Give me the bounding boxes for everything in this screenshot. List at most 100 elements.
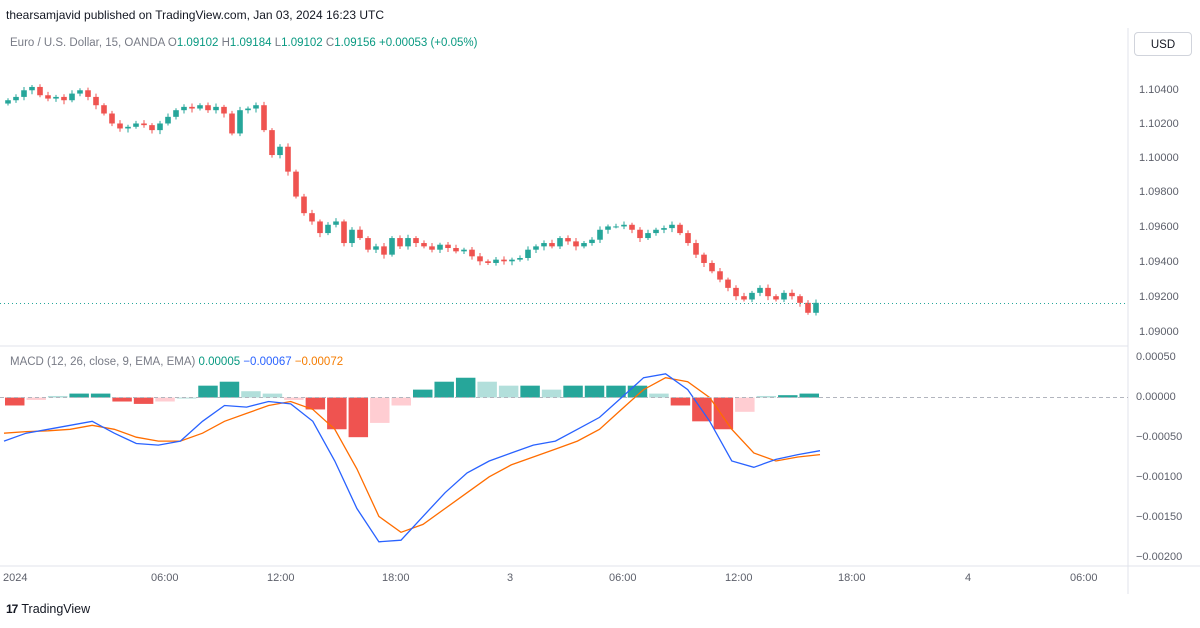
- candle-body: [749, 292, 755, 300]
- price-axis-label: 1.09800: [1139, 186, 1179, 198]
- candle-body: [205, 105, 211, 111]
- candle-body: [541, 243, 547, 247]
- candle-body: [77, 90, 83, 94]
- price-axis-label: 1.09600: [1139, 221, 1179, 233]
- candle-body: [581, 243, 587, 247]
- candle-body: [181, 106, 187, 111]
- currency-button[interactable]: USD: [1134, 32, 1192, 56]
- candle-body: [437, 244, 443, 250]
- candle-body: [701, 254, 707, 263]
- candle-body: [501, 259, 507, 262]
- time-axis-label: 12:00: [267, 572, 295, 584]
- publisher-text: thearsamjavid published on TradingView.c…: [6, 8, 385, 22]
- candle-body: [85, 90, 91, 97]
- candle-body: [237, 110, 243, 134]
- macd-histogram-bar: [563, 385, 583, 398]
- candle-body: [461, 249, 467, 252]
- candle-body: [469, 249, 475, 257]
- time-axis-label: 06:00: [1070, 572, 1098, 584]
- price-axis-label: 1.10200: [1139, 118, 1179, 130]
- close-label: C: [325, 37, 335, 49]
- candle-body: [565, 238, 571, 242]
- candle-body: [37, 86, 43, 96]
- macd-axis-label: −0.00050: [1136, 431, 1183, 443]
- change-value: +0.00053 (+0.05%): [378, 37, 478, 49]
- macd-histogram-bar: [713, 397, 734, 430]
- time-axis-label: 06:00: [609, 572, 637, 584]
- candle-body: [285, 146, 291, 172]
- macd-histogram-bar: [5, 397, 25, 406]
- candle-body: [165, 116, 171, 124]
- macd-histogram-bar: [606, 385, 626, 398]
- candle-body: [645, 233, 651, 239]
- candle-body: [805, 302, 811, 313]
- price-axis-label: 1.09000: [1139, 326, 1179, 338]
- macd-name[interactable]: MACD (12, 26, close, 9, EMA, EMA): [10, 356, 196, 368]
- candle-body: [213, 106, 219, 111]
- macd-signal-value: −0.00072: [294, 356, 344, 368]
- candle-body: [357, 229, 363, 239]
- tradingview-logo-icon: 17: [6, 602, 18, 616]
- candle-body: [637, 229, 643, 239]
- candle-body: [685, 233, 691, 244]
- symbol-label[interactable]: Euro / U.S. Dollar, 15, OANDA: [10, 37, 165, 49]
- candle-body: [317, 221, 323, 234]
- macd-line-value: −0.00067: [243, 356, 292, 368]
- candle-body: [493, 259, 499, 263]
- macd-histogram-bar: [198, 385, 218, 398]
- candle-body: [29, 86, 35, 91]
- candle-body: [573, 241, 579, 247]
- macd-line: [3, 373, 821, 543]
- macd-histogram-bar: [90, 393, 111, 398]
- candle-body: [589, 239, 595, 244]
- candle-body: [717, 271, 723, 280]
- candle-body: [381, 246, 387, 255]
- macd-histogram-bar: [133, 397, 154, 404]
- candle-body: [253, 105, 259, 109]
- candle-body: [117, 123, 123, 129]
- candles-group: [5, 84, 819, 316]
- candle-body: [389, 238, 395, 255]
- chart-svg[interactable]: [0, 28, 1200, 594]
- time-axis-label: 18:00: [382, 572, 410, 584]
- candle-body: [245, 108, 251, 111]
- candle-body: [229, 113, 235, 134]
- candle-body: [797, 296, 803, 303]
- candle-body: [157, 123, 163, 131]
- candle-body: [653, 229, 659, 234]
- time-axis-label: 4: [965, 572, 972, 584]
- macd-histogram-bar: [520, 385, 540, 398]
- macd-histogram-bar: [305, 397, 326, 410]
- time-axis-label: 2024: [3, 572, 28, 584]
- macd-histogram-bar: [756, 395, 777, 398]
- candle-body: [677, 224, 683, 234]
- chart-area[interactable]: [0, 28, 1200, 594]
- price-axis-label: 1.10000: [1139, 152, 1179, 164]
- macd-axis-label: 0.00050: [1136, 351, 1176, 363]
- candle-body: [45, 95, 51, 99]
- candle-body: [757, 287, 763, 293]
- candle-body: [333, 221, 339, 225]
- candle-body: [733, 287, 739, 297]
- candle-body: [429, 246, 435, 250]
- candle-body: [349, 229, 355, 244]
- candle-body: [221, 106, 227, 114]
- candle-body: [109, 113, 115, 124]
- candle-body: [309, 213, 315, 222]
- macd-histogram-bar: [541, 389, 562, 398]
- candle-body: [125, 126, 131, 129]
- macd-legend: MACD (12, 26, close, 9, EMA, EMA) 0.0000…: [10, 356, 343, 368]
- candle-body: [789, 292, 795, 297]
- macd-histogram-bar: [348, 397, 369, 438]
- candle-body: [13, 96, 19, 101]
- time-axis-label: 12:00: [725, 572, 753, 584]
- macd-histogram-bar: [434, 381, 454, 398]
- candle-body: [621, 224, 627, 227]
- candle-body: [405, 238, 411, 247]
- candle-body: [277, 146, 283, 156]
- candle-body: [661, 228, 667, 230]
- candle-body: [629, 224, 635, 230]
- candle-body: [189, 106, 195, 109]
- candle-body: [765, 287, 771, 297]
- candle-body: [301, 196, 307, 214]
